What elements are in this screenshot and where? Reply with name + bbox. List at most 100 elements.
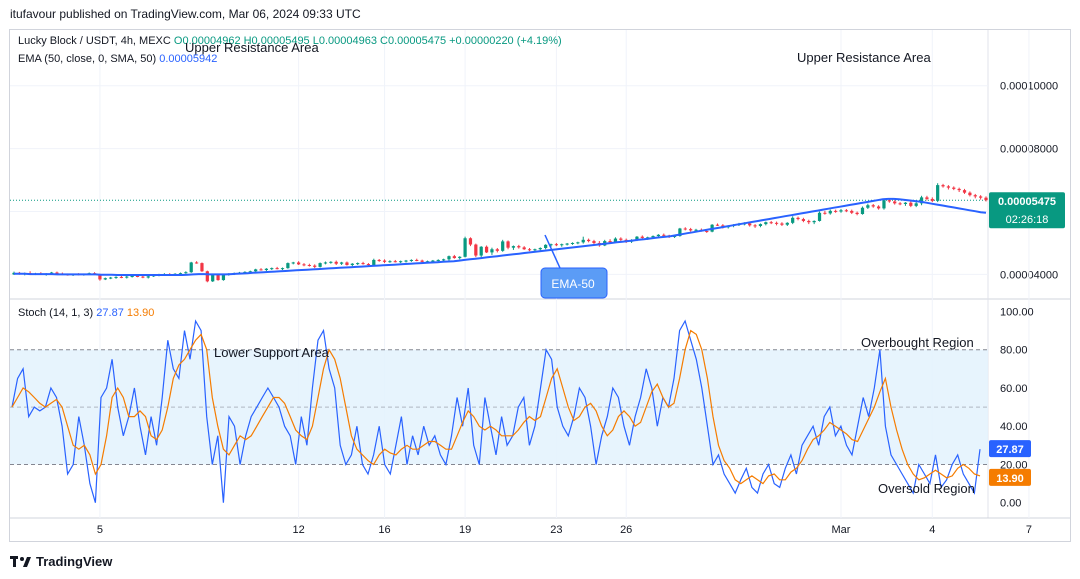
candle-body xyxy=(592,241,596,243)
ema-label[interactable]: EMA (50, close, 0, SMA, 50) xyxy=(18,53,157,65)
candle-body xyxy=(141,276,145,278)
candle-body xyxy=(791,217,795,223)
candle-body xyxy=(200,263,204,272)
candle-body xyxy=(130,275,134,277)
candle-body xyxy=(409,259,414,261)
candle-body xyxy=(345,262,349,265)
candle-body xyxy=(705,231,709,233)
stoch-d-line xyxy=(11,329,981,485)
candle-body xyxy=(855,212,859,215)
candle-body xyxy=(979,196,983,198)
close-price-tag-bg xyxy=(989,192,1065,229)
candle-body xyxy=(560,244,564,246)
candle-body xyxy=(834,210,838,212)
candle-body xyxy=(817,212,822,221)
candle-body xyxy=(619,238,623,240)
candle-body xyxy=(194,262,199,264)
candle-body xyxy=(898,203,902,205)
candle-body xyxy=(662,234,666,236)
stoch-tick-label: 80.00 xyxy=(1000,345,1028,357)
candle-body xyxy=(946,186,951,188)
candle-body xyxy=(581,239,585,243)
candle-body xyxy=(135,275,140,277)
candle-body xyxy=(962,190,967,193)
candle-body xyxy=(436,259,440,261)
chart-frame xyxy=(9,29,1071,542)
candle-body xyxy=(866,205,870,208)
candle-body xyxy=(205,271,209,282)
time-tick-label: 26 xyxy=(620,524,632,536)
candle-body xyxy=(570,242,575,244)
candle-body xyxy=(533,249,537,251)
time-tick-label: 7 xyxy=(1026,524,1032,536)
time-tick-label: 19 xyxy=(459,524,471,536)
candle-body xyxy=(125,276,129,278)
candle-body xyxy=(527,249,532,251)
candle-body xyxy=(828,210,832,214)
stoch-tick-label: 40.00 xyxy=(1000,421,1028,433)
candle-body xyxy=(919,197,924,204)
symbol-label[interactable]: Lucky Block / USDT, 4h, MEXC xyxy=(18,35,171,47)
candle-body xyxy=(259,269,263,271)
candle-body xyxy=(511,246,516,248)
candle-body xyxy=(941,185,945,187)
candle-body xyxy=(98,274,102,280)
time-tick-label: 23 xyxy=(550,524,562,536)
time-tick-label: 12 xyxy=(292,524,304,536)
candle-body xyxy=(495,249,499,251)
candle-body xyxy=(323,262,328,264)
stoch-d-value: 13.90 xyxy=(126,307,155,319)
candle-body xyxy=(178,273,183,275)
time-tick-label: Mar xyxy=(832,524,851,536)
candle-body xyxy=(452,256,456,259)
candle-body xyxy=(329,261,333,263)
candle-body xyxy=(586,239,591,242)
upper-resistance-label-right: Upper Resistance Area xyxy=(797,50,931,65)
candle-body xyxy=(307,264,311,266)
candle-body xyxy=(221,274,226,281)
tradingview-logo[interactable]: TradingView xyxy=(10,554,112,569)
candle-body xyxy=(420,260,424,262)
candle-body xyxy=(871,205,875,207)
candle-body xyxy=(415,259,419,261)
candle-body xyxy=(382,260,387,262)
candle-body xyxy=(522,247,526,250)
candle-body xyxy=(114,276,118,278)
candle-body xyxy=(656,234,661,237)
candle-body xyxy=(876,206,881,209)
candle-body xyxy=(758,224,763,226)
candle-body xyxy=(425,261,430,263)
candle-body xyxy=(796,217,800,220)
lower-support-label: Lower Support Area xyxy=(214,345,329,360)
candle-body xyxy=(764,222,768,225)
ema-value: 0.00005942 xyxy=(159,53,218,65)
candle-body xyxy=(474,244,478,256)
candle-body xyxy=(264,268,269,271)
stoch-k-tag: 27.87 xyxy=(996,444,1024,456)
candle-body xyxy=(211,275,215,282)
candle-body xyxy=(501,241,505,251)
stoch-tick-label: 0.00 xyxy=(1000,498,1021,510)
candle-body xyxy=(801,219,806,221)
stoch-label[interactable]: Stoch (14, 1, 3) xyxy=(18,307,94,319)
ema-legend: EMA (50, close, 0, SMA, 50) 0.00005942 xyxy=(18,53,217,65)
candle-body xyxy=(973,195,977,197)
candle-body xyxy=(484,246,489,253)
stoch-d-tag-bg xyxy=(989,468,1031,486)
candle-body xyxy=(297,262,301,265)
candle-body xyxy=(146,276,150,278)
candle-body xyxy=(608,241,612,243)
candle-body xyxy=(850,210,854,213)
oversold-label: Oversold Region xyxy=(878,481,975,496)
candle-body xyxy=(753,225,757,227)
ema-callout-text: EMA-50 xyxy=(551,277,595,291)
candle-body xyxy=(769,222,773,224)
ohlc-values: O0.00004962 H0.00005495 L0.00004963 C0.0… xyxy=(173,35,562,47)
candle-body xyxy=(683,228,687,230)
candle-body xyxy=(785,222,789,225)
candle-body xyxy=(640,236,644,238)
candle-body xyxy=(463,238,467,257)
stoch-d-tag: 13.90 xyxy=(996,473,1024,485)
candle-body xyxy=(286,263,290,269)
